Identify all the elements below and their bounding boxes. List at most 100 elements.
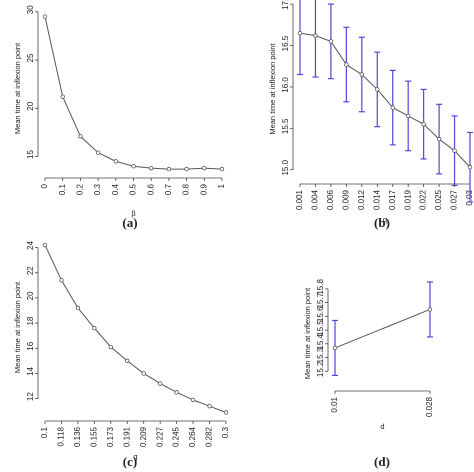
y-tick-label: 24 — [26, 241, 35, 250]
y-tick-label: 15.2 — [316, 361, 325, 377]
x-tick-label: 0.136 — [73, 426, 82, 447]
point — [219, 166, 225, 172]
point — [390, 105, 395, 110]
panel-label: (a) — [122, 215, 137, 230]
y-tick-label: 12 — [26, 392, 35, 401]
point — [427, 307, 433, 312]
point — [344, 62, 349, 67]
point — [78, 134, 83, 139]
x-tick-label: 0.6 — [146, 183, 155, 195]
x-tick-label: 0.1 — [58, 183, 67, 195]
point — [467, 165, 473, 170]
panel-label: (c) — [123, 454, 137, 469]
line — [44, 244, 227, 413]
panel-label: (d) — [374, 454, 390, 469]
x-tick-label: 0.5 — [129, 183, 138, 195]
y-tick-label: 15 — [26, 150, 35, 159]
x-tick-label: 0.006 — [326, 189, 335, 210]
y-tick-label: 20 — [26, 101, 35, 110]
x-tick-label: 0.8 — [182, 183, 191, 195]
x-axis-label: q — [383, 215, 387, 224]
x-tick-label: 0.012 — [357, 189, 366, 210]
point — [202, 165, 207, 171]
point — [207, 403, 212, 409]
point — [141, 371, 146, 376]
x-tick-label: 0.1 — [40, 426, 49, 438]
line — [334, 309, 431, 349]
x-tick-label: 0.028 — [425, 396, 434, 417]
x-tick-label: 0.4 — [111, 183, 120, 195]
point — [148, 165, 154, 171]
point — [75, 305, 81, 311]
point — [131, 164, 136, 169]
y-tick-label: 20 — [26, 291, 35, 300]
y-tick-label: 15.5 — [281, 118, 290, 134]
x-tick-label: 0.017 — [388, 189, 397, 210]
point — [125, 358, 130, 364]
point — [95, 150, 101, 155]
point — [332, 345, 338, 351]
x-tick-label: 0.3 — [93, 183, 102, 195]
point — [421, 121, 426, 127]
x-tick-label: 0.264 — [188, 426, 197, 447]
y-tick-label: 30 — [26, 5, 35, 14]
x-tick-label: 0.118 — [57, 426, 66, 446]
point — [436, 136, 442, 142]
point — [405, 113, 411, 119]
point — [59, 278, 64, 283]
point — [359, 72, 365, 77]
point — [452, 148, 457, 153]
x-axis-label: d — [380, 422, 384, 431]
point — [297, 30, 303, 36]
x-tick-label: 0.004 — [311, 189, 320, 210]
y-tick-label: 22 — [26, 266, 35, 275]
x-tick-label: 0.173 — [106, 426, 115, 447]
x-tick-label: 0.014 — [372, 189, 381, 210]
line — [44, 16, 223, 170]
y-tick-label: 15.7 — [316, 292, 325, 308]
point — [223, 410, 229, 415]
x-tick-label: 0.025 — [434, 189, 443, 210]
x-tick-label: 0.022 — [419, 189, 428, 210]
x-tick-label: 0 — [40, 183, 49, 188]
y-tick-label: 15.6 — [316, 306, 325, 322]
point — [92, 325, 97, 331]
y-tick-label: 16.0 — [281, 77, 290, 93]
y-tick-label: 25 — [26, 53, 35, 62]
y-tick-label: 15.5 — [316, 320, 325, 336]
x-tick-label: 0.2 — [76, 183, 85, 195]
y-tick-label: 15.0 — [281, 159, 290, 175]
point — [184, 166, 189, 172]
point — [166, 166, 172, 172]
x-axis-label: q — [133, 452, 137, 461]
x-tick-label: 0.7 — [164, 183, 173, 195]
y-axis-label: Mean time at inflexion point — [268, 42, 277, 134]
point — [313, 33, 318, 38]
x-tick-label: 0.155 — [89, 426, 98, 447]
x-tick-label: 0.227 — [155, 426, 164, 447]
x-tick-label: 0.209 — [139, 426, 148, 447]
x-tick-label: 0.001 — [295, 189, 304, 210]
x-tick-label: 0.009 — [341, 189, 350, 210]
y-tick-label: 14 — [26, 366, 35, 375]
x-tick-label: 0.9 — [199, 183, 208, 195]
y-tick-label: 15.4 — [316, 333, 325, 349]
x-tick-label: 0.191 — [122, 426, 131, 447]
x-tick-label: 0.3 — [221, 426, 230, 438]
y-tick-label: 16 — [26, 341, 35, 350]
point — [174, 390, 179, 395]
y-tick-label: 15.3 — [316, 347, 325, 363]
y-axis-label: Mean time at inflexion point — [13, 42, 22, 134]
x-tick-label: 0.027 — [450, 189, 459, 210]
y-axis-label: Mean time at inflexion point — [13, 281, 22, 373]
point — [113, 159, 118, 164]
point — [42, 14, 48, 19]
x-tick-label: 0.245 — [172, 426, 181, 447]
point — [375, 87, 380, 92]
point — [328, 39, 334, 44]
line — [299, 32, 471, 168]
x-tick-label: 1 — [217, 183, 226, 188]
panel-label: (b) — [374, 215, 390, 230]
y-axis-label: Mean time at inflexion point — [303, 287, 312, 379]
x-tick-label: 0.01 — [330, 396, 339, 412]
